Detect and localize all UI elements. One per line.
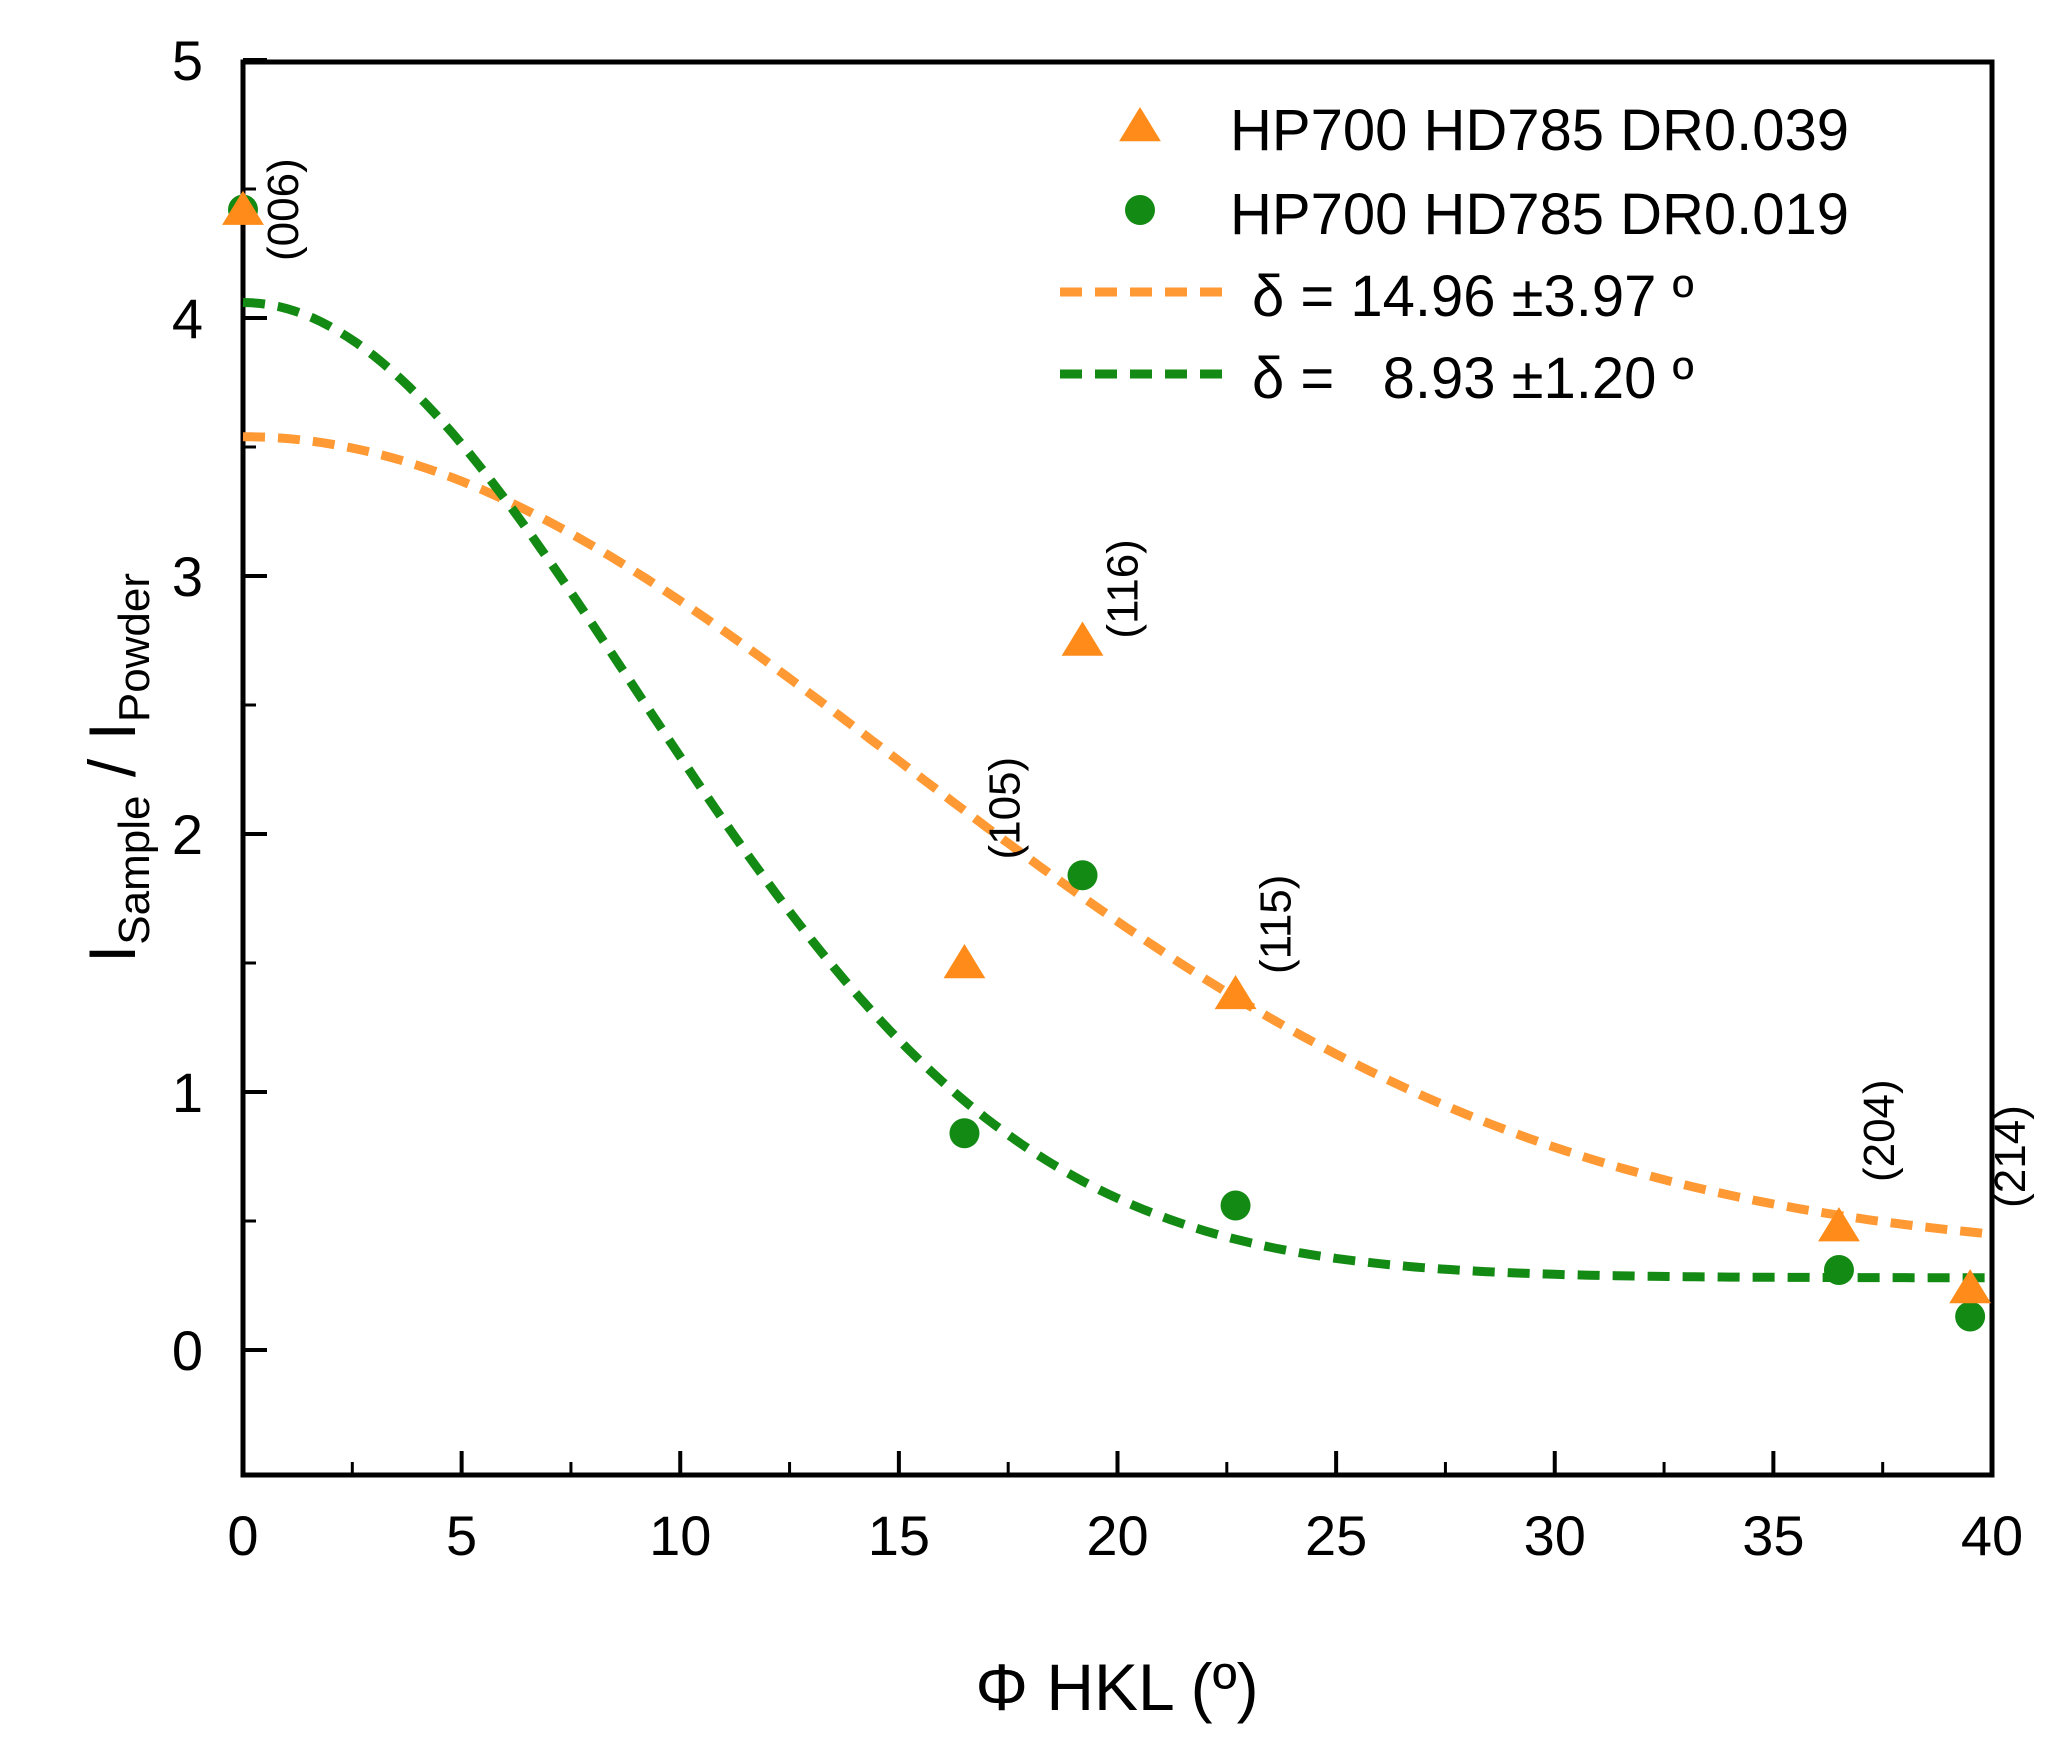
y-tick-label: 4 [172, 287, 203, 350]
triangle-point [1818, 1207, 1860, 1242]
plot-frame [240, 59, 1995, 1478]
legend-label-1: HP700 HD785 DR0.039 [1230, 98, 1849, 163]
circle-point [1067, 860, 1098, 891]
legend-marker-1 [1119, 107, 1161, 142]
hkl-label: (115) [1252, 875, 1301, 974]
circle-point [949, 1118, 980, 1149]
y-tick-label: 5 [172, 29, 203, 92]
x-tick-label: 0 [227, 1504, 258, 1567]
hkl-label: (006) [259, 158, 308, 261]
circle-point [1220, 1190, 1251, 1221]
axis-ticks: 0 5 10 15 20 25 30 35 40 0 1 2 3 4 5 [172, 29, 2023, 1567]
x-tick-label: 5 [446, 1504, 477, 1567]
circle-point [1823, 1255, 1854, 1286]
x-tick-label: 25 [1305, 1504, 1367, 1567]
legend-label-3: δ = 14.96 ±3.97 º [1252, 264, 1694, 329]
legend: HP700 HD785 DR0.039 HP700 HD785 DR0.019 δ … [1060, 98, 1849, 411]
y-title-i-sample: I [75, 945, 149, 963]
y-title-sub-powder: Powder [110, 573, 159, 722]
legend-label-4: δ = 8.93 ±1.20 º [1252, 346, 1694, 411]
y-tick-label: 2 [172, 803, 203, 866]
x-tick-label: 15 [868, 1504, 930, 1567]
x-tick-label: 20 [1086, 1504, 1148, 1567]
triangle-point [943, 944, 986, 979]
y-tick-label: 3 [172, 545, 203, 608]
hkl-label: (204) [1855, 1079, 1904, 1182]
x-tick-label: 30 [1524, 1504, 1586, 1567]
triangle-point [1214, 974, 1257, 1010]
triangle-point [1061, 621, 1104, 656]
y-title-i-powder: I [75, 722, 149, 740]
y-tick-label: 0 [172, 1319, 203, 1382]
legend-marker-2 [1125, 195, 1155, 225]
fit-curve-2 [242, 298, 1992, 1283]
y-tick-label: 1 [172, 1061, 203, 1124]
triangle-point [1949, 1269, 1992, 1304]
x-tick-label: 10 [649, 1504, 711, 1567]
triangle-point [222, 190, 264, 225]
hkl-label: (105) [980, 757, 1029, 860]
hkl-label: (214) [1986, 1105, 2035, 1208]
x-tick-label: 35 [1742, 1504, 1804, 1567]
fit-curves [242, 298, 1993, 1283]
fit-curve-1 [242, 432, 1993, 1239]
hkl-label: (116) [1099, 539, 1148, 638]
y-axis-title: ISample / IPowder [75, 573, 159, 963]
y-title-separator: / [75, 740, 149, 795]
hkl-annotations: (006) (105) (116) (115) (204) (214) [259, 158, 2035, 1208]
legend-label-2: HP700 HD785 DR0.019 [1230, 182, 1849, 247]
data-points [222, 190, 1992, 1332]
x-tick-label: 40 [1961, 1504, 2023, 1567]
x-axis-title: Φ HKL (º) [975, 1650, 1258, 1724]
circle-point [1955, 1301, 1986, 1332]
y-title-sub-sample: Sample [110, 796, 159, 945]
